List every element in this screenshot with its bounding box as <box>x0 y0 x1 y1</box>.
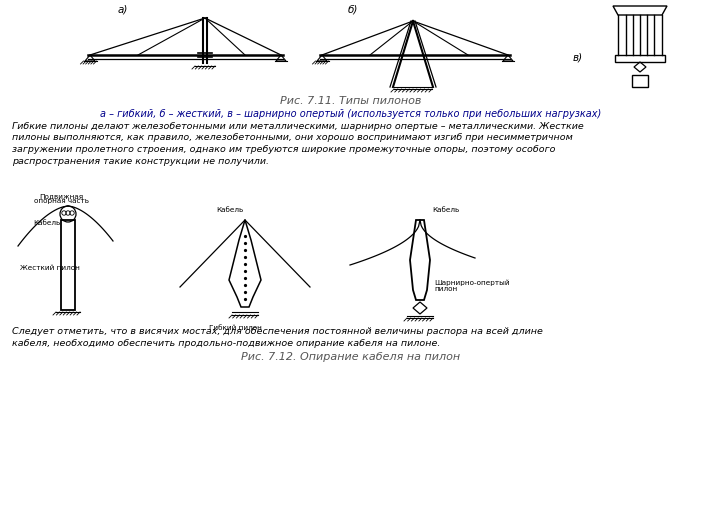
Text: в): в) <box>573 53 583 63</box>
Text: Гибкие пилоны делают железобетонными или металлическими, шарнирно опертые – мета: Гибкие пилоны делают железобетонными или… <box>12 122 584 131</box>
Text: Гибкий пилон: Гибкий пилон <box>209 325 261 331</box>
Text: Жесткий пилон: Жесткий пилон <box>20 265 80 271</box>
Text: Шарнирно-опертый: Шарнирно-опертый <box>434 280 510 286</box>
Bar <box>61 220 75 310</box>
Text: загружении пролетного строения, однако им требуются широкие промежуточные опоры,: загружении пролетного строения, однако и… <box>12 145 555 154</box>
Text: Рис. 7.11. Типы пилонов: Рис. 7.11. Типы пилонов <box>280 96 422 106</box>
Text: Подвижная: Подвижная <box>39 193 83 199</box>
Text: Следует отметить, что в висячих мостах, для обеспечения постоянной величины расп: Следует отметить, что в висячих мостах, … <box>12 327 543 336</box>
Text: пилоны выполняются, как правило, железобетонными, они хорошо воспринимают изгиб : пилоны выполняются, как правило, железоб… <box>12 133 573 143</box>
Text: распространения такие конструкции не получили.: распространения такие конструкции не пол… <box>12 157 269 165</box>
Bar <box>615 55 665 62</box>
Text: опорная часть: опорная часть <box>34 198 88 204</box>
Text: кабеля, необходимо обеспечить продольно-подвижное опирание кабеля на пилоне.: кабеля, необходимо обеспечить продольно-… <box>12 338 440 348</box>
Text: Кабель: Кабель <box>217 207 244 213</box>
Text: Кабель: Кабель <box>432 207 459 213</box>
Text: Рис. 7.12. Опирание кабеля на пилон: Рис. 7.12. Опирание кабеля на пилон <box>241 352 461 362</box>
Text: пилон: пилон <box>434 286 457 292</box>
Bar <box>632 75 648 87</box>
Text: Кабель: Кабель <box>33 220 60 226</box>
Text: б): б) <box>348 4 358 14</box>
Text: а): а) <box>118 4 128 14</box>
Text: а – гибкий, б – жесткий, в – шарнирно опертый (используется только при небольших: а – гибкий, б – жесткий, в – шарнирно оп… <box>100 109 601 119</box>
